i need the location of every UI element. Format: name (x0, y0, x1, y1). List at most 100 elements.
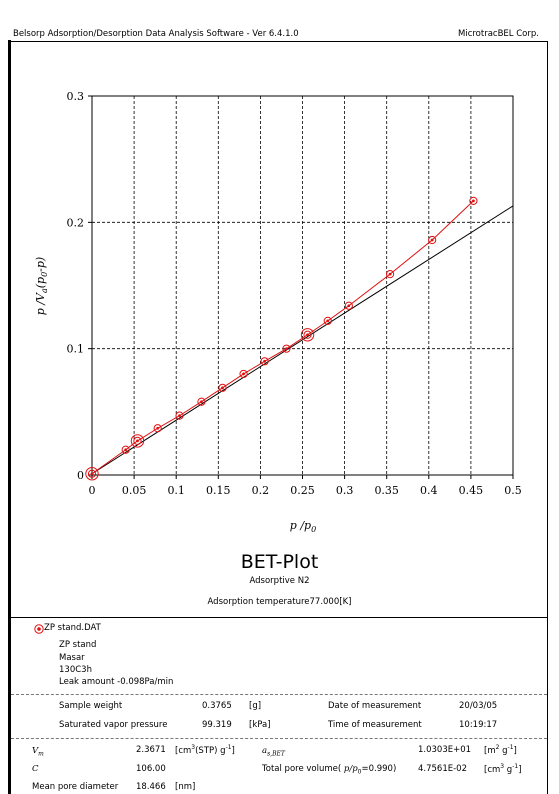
chart-title: BET-Plot (240, 551, 319, 573)
svp-unit: [kPa] (249, 720, 271, 730)
data-point-center (124, 448, 128, 452)
x-tick-label: 0.1 (167, 484, 185, 497)
right-border (547, 41, 548, 794)
data-point (428, 235, 437, 245)
sample-weight-unit: [g] (249, 701, 262, 711)
data-point-center (136, 439, 139, 443)
data-point (87, 469, 97, 478)
tpv-label: Total pore volume( p/p0=0.990) (262, 764, 397, 776)
data-point (260, 357, 269, 366)
left-border (8, 40, 11, 794)
y-tick-label: 0.1 (67, 343, 85, 356)
data-point-center (430, 238, 434, 242)
time-label: Time of measurement (328, 720, 422, 730)
x-tick-label: 0.15 (206, 484, 231, 497)
data-point-center (242, 372, 245, 376)
x-tick-label: 0.3 (336, 484, 354, 497)
data-point-center (326, 319, 330, 323)
mpd-unit: [nm] (175, 782, 196, 792)
data-point-center (263, 359, 267, 363)
data-point (197, 397, 206, 406)
data-point-center (347, 304, 351, 308)
data-point (282, 344, 291, 353)
y-tick-label: 0.2 (67, 216, 85, 229)
y-tick-label: 0 (77, 469, 84, 482)
x-tick-label: 0.2 (252, 484, 270, 497)
sample-line: ZP stand (59, 640, 97, 650)
date-value: 20/03/05 (459, 701, 498, 711)
chart-subtitle-adsorptive: Adsorptive N2 (249, 576, 310, 586)
data-point (133, 436, 142, 445)
legend-marker-icon (34, 624, 44, 634)
app-title: Belsorp Adsorption/Desorption Data Analy… (13, 29, 299, 39)
data-series-group (85, 196, 478, 481)
data-point-center (221, 386, 224, 390)
data-point (175, 411, 184, 420)
divider (11, 738, 547, 739)
as-label: as,BET (262, 746, 285, 758)
x-axis-label: p /p0 (290, 519, 316, 534)
fit-range-point (85, 467, 99, 481)
data-point (303, 330, 312, 339)
fit-range-point (300, 328, 315, 342)
divider (11, 694, 547, 695)
c-value: 106.00 (136, 764, 166, 774)
data-point (469, 196, 478, 205)
x-tick-label: 0 (89, 484, 96, 497)
sample-weight-value: 0.3765 (202, 701, 232, 711)
data-point-center (200, 400, 203, 404)
data-point-center (306, 333, 309, 337)
x-tick-label: 0.4 (420, 484, 438, 497)
sample-line: Masar (59, 653, 85, 663)
data-point-center (178, 414, 181, 418)
x-tick-label: 0.05 (122, 484, 147, 497)
sample-line: 130C3h (59, 665, 92, 675)
data-point-center (472, 199, 475, 203)
fit-range-point (130, 434, 145, 448)
top-border (11, 41, 548, 42)
tpv-unit: [cm3 g-1] (484, 763, 522, 775)
data-point-center (90, 472, 94, 476)
legend-file-name: ZP stand.DAT (44, 623, 101, 633)
x-tick-label: 0.45 (459, 484, 484, 497)
sample-line: Leak amount -0.098Pa/min (59, 677, 174, 687)
tpv-value: 4.7561E-02 (418, 764, 467, 774)
series-line (91, 200, 474, 475)
chart-subtitle-temperature: Adsorption temperature77.000[K] (207, 597, 352, 607)
time-value: 10:19:17 (459, 720, 498, 730)
bet-plot-chart: 0 0.05 0.1 0.15 0.2 0.25 0.3 0.35 0.4 0.45 0.5 0 0.1… (34, 90, 522, 534)
data-point (239, 369, 248, 379)
mpd-value: 18.466 (136, 782, 166, 792)
x-tick-label: 0.5 (504, 484, 522, 497)
svp-value: 99.319 (202, 720, 232, 730)
data-point (218, 383, 227, 392)
x-tick-label: 0.25 (290, 484, 315, 497)
data-point-center (388, 272, 392, 276)
data-point (385, 270, 395, 279)
x-tick-label: 0.35 (374, 484, 399, 497)
y-tick-label: 0.3 (67, 90, 85, 103)
vm-value: 2.3671 (136, 745, 166, 755)
y-axis-label: p /Va(p0-p) (34, 257, 49, 315)
data-point-center (156, 426, 160, 430)
sample-weight-label: Sample weight (59, 701, 123, 711)
fit-line-group (91, 205, 514, 475)
date-label: Date of measurement (328, 701, 422, 711)
axis-ticks: 0 0.05 0.1 0.15 0.2 0.25 0.3 0.35 0.4 0.45 0.5 0 0.1… (67, 90, 522, 497)
data-point (344, 301, 353, 310)
c-label: C (32, 764, 39, 774)
vm-label: Vm (32, 746, 44, 758)
as-value: 1.0303E+01 (418, 745, 472, 755)
bet-fit-line (91, 205, 514, 475)
mpd-label: Mean pore diameter (32, 782, 119, 792)
company-name: MicrotracBEL Corp. (458, 29, 539, 39)
svp-label: Saturated vapor pressure (59, 720, 168, 730)
data-point (121, 445, 130, 454)
as-unit: [m2 g-1] (484, 744, 517, 756)
vm-unit: [cm3(STP) g-1] (175, 744, 235, 756)
grid-lines (92, 96, 513, 475)
data-point-center (285, 347, 288, 351)
divider (11, 617, 547, 618)
data-point (153, 424, 162, 433)
data-point (323, 316, 332, 325)
